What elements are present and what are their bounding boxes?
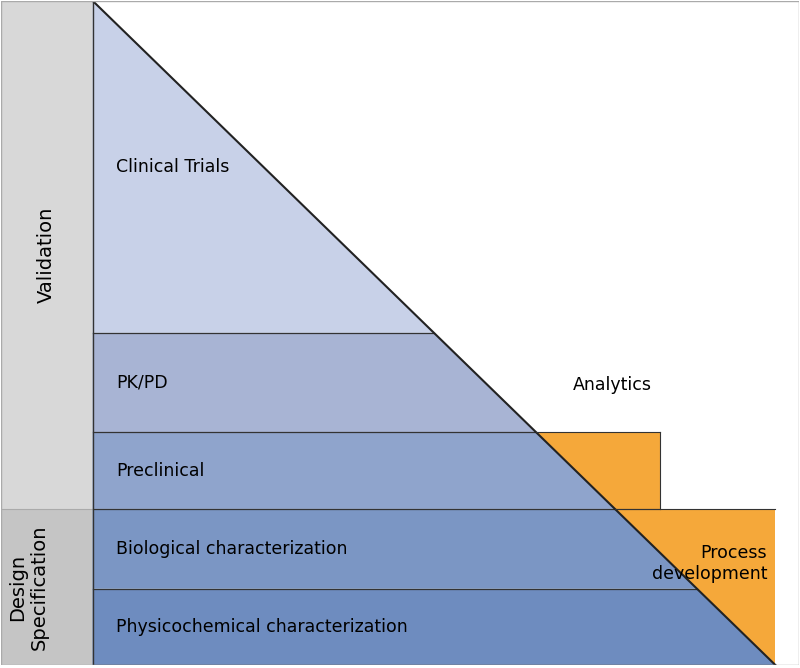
Polygon shape: [93, 432, 615, 509]
Text: Preclinical: Preclinical: [117, 462, 205, 480]
Polygon shape: [93, 509, 697, 589]
Bar: [1, 1, 93, 509]
Polygon shape: [615, 509, 775, 665]
Text: Design
Specification: Design Specification: [8, 524, 49, 650]
Text: PK/PD: PK/PD: [117, 373, 168, 391]
Bar: [1, 509, 93, 665]
Text: Process
development: Process development: [652, 544, 767, 583]
Text: Physicochemical characterization: Physicochemical characterization: [117, 618, 408, 636]
Polygon shape: [93, 1, 434, 333]
Text: Clinical Trials: Clinical Trials: [117, 158, 230, 176]
Polygon shape: [93, 589, 775, 665]
Text: Validation: Validation: [37, 206, 56, 303]
Text: Biological characterization: Biological characterization: [117, 540, 348, 558]
Text: Analytics: Analytics: [573, 376, 651, 394]
Polygon shape: [93, 333, 536, 432]
Polygon shape: [536, 432, 659, 509]
